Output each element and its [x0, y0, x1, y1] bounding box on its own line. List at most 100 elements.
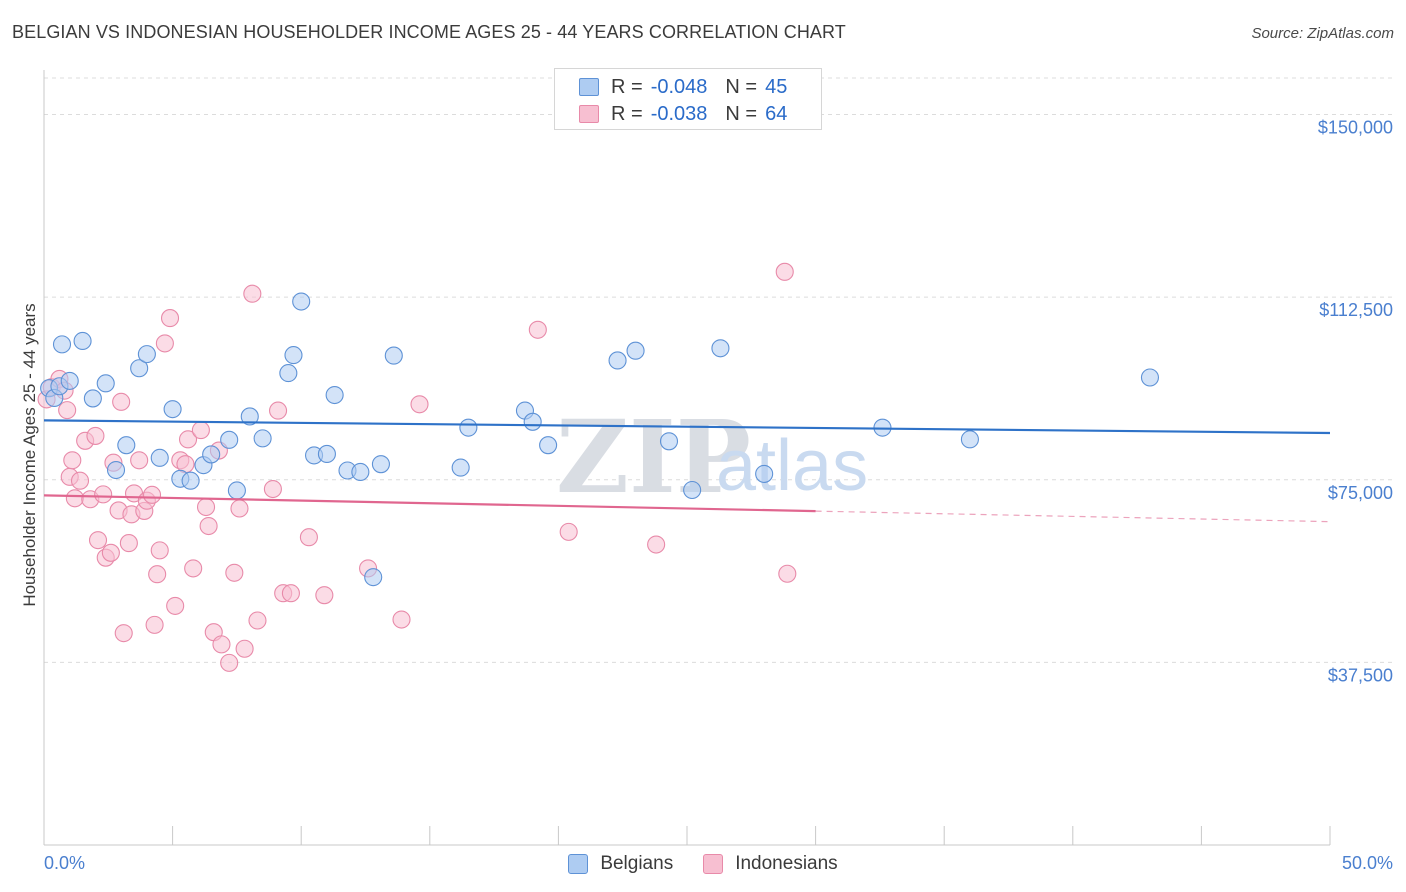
belgian-point [117, 436, 136, 455]
indonesian-point [269, 401, 288, 420]
r-value: -0.048 [650, 75, 708, 98]
belgians-points [40, 292, 1160, 587]
indonesian-point [166, 596, 185, 615]
indonesian-point [65, 489, 84, 508]
indonesian-point [196, 497, 216, 517]
gridlines [44, 77, 1395, 663]
indonesian-point [778, 564, 797, 583]
indonesian-point [184, 559, 203, 578]
belgian-point [1140, 368, 1160, 387]
n-label: N = [725, 102, 758, 125]
belgian-point [220, 430, 239, 449]
belgian-point [284, 346, 303, 365]
belgian-point [626, 341, 645, 360]
x-tick-label-start: 0.0% [44, 853, 85, 873]
indonesian-point [150, 541, 169, 560]
n-value: 64 [765, 102, 788, 125]
belgian-point [539, 436, 558, 455]
belgian-point [253, 429, 272, 448]
belgians-swatch [579, 78, 599, 96]
trend-lines [43, 419, 1331, 523]
stats-row-indonesians: R = -0.038 N = 64 [579, 101, 787, 127]
indonesian-point [220, 653, 239, 672]
belgian-point [83, 389, 102, 408]
belgian-point [317, 444, 336, 464]
belgian-point [60, 371, 79, 390]
belgian-point [137, 345, 156, 364]
indonesian-point [212, 635, 231, 654]
n-value: 45 [765, 75, 788, 98]
indonesian-point [199, 516, 218, 536]
y-tick-labels: $37,500 $75,000 $112,500 $150,000 [1318, 118, 1393, 686]
x-ticks [43, 826, 1331, 845]
indonesians-trend-line [43, 494, 816, 513]
indonesian-point [559, 522, 578, 541]
y-tick-label: $37,500 [1328, 665, 1393, 685]
belgian-point [202, 445, 221, 464]
belgian-point [659, 432, 679, 451]
belgian-point [384, 346, 403, 365]
belgian-point [711, 339, 730, 358]
indonesians-swatch [579, 105, 599, 123]
series-legend: Belgians Indonesians [0, 850, 1406, 878]
belgian-point [73, 331, 92, 351]
indonesian-point [528, 320, 547, 339]
belgian-point [351, 462, 370, 482]
indonesian-point [281, 584, 300, 603]
indonesian-point [130, 451, 149, 470]
indonesian-point [392, 610, 411, 629]
indonesian-point [248, 611, 267, 630]
indonesian-point [235, 639, 254, 658]
belgian-point [279, 364, 298, 383]
indonesian-point [155, 334, 174, 353]
indonesian-point [243, 284, 262, 303]
legend-label-indonesians: Indonesians [735, 853, 838, 874]
legend-item-indonesians: Indonesians [703, 853, 838, 875]
indonesian-point [119, 534, 138, 553]
y-tick-label: $150,000 [1318, 118, 1393, 138]
stats-row-belgians: R = -0.048 N = 45 [579, 74, 787, 100]
legend-item-belgians: Belgians [568, 853, 673, 875]
watermark: ZIP atlas [556, 398, 868, 516]
indonesians-trend-line-extension [815, 510, 1331, 523]
indonesian-point [101, 543, 120, 562]
indonesian-point [112, 392, 131, 411]
belgian-point [52, 335, 72, 354]
indonesian-point [58, 401, 77, 420]
y-tick-label: $75,000 [1328, 483, 1393, 503]
belgian-point [106, 460, 126, 480]
belgian-point [755, 464, 774, 483]
stats-legend: R = -0.048 N = 45 R = -0.038 N = 64 [554, 68, 822, 130]
belgian-point [240, 407, 259, 426]
indonesian-point [230, 499, 249, 518]
indonesian-point [160, 309, 180, 328]
legend-label-belgians: Belgians [600, 853, 674, 874]
indonesian-point [410, 395, 429, 414]
n-label: N = [725, 75, 758, 98]
belgian-point [163, 400, 182, 419]
x-tick-label-end: 50.0% [1342, 853, 1393, 873]
belgian-point [96, 374, 115, 393]
belgian-point [608, 351, 627, 370]
indonesian-point [775, 262, 794, 281]
watermark-zip: ZIP [556, 398, 751, 516]
y-tick-label: $112,500 [1319, 300, 1393, 320]
belgian-point [292, 292, 311, 311]
indonesian-point [299, 528, 318, 547]
indonesian-point [70, 471, 90, 490]
belgian-point [150, 448, 169, 467]
indonesian-point [148, 565, 167, 584]
belgian-point [227, 481, 246, 500]
y-axis-label: Householder Income Ages 25 - 44 years [20, 303, 39, 606]
r-label: R = [611, 75, 643, 98]
indonesian-point [86, 426, 105, 445]
belgian-point [364, 568, 383, 587]
watermark-atlas: atlas [716, 426, 868, 506]
indonesian-point [63, 451, 82, 470]
belgian-point [459, 418, 478, 437]
belgian-point [181, 471, 200, 490]
indonesian-point [88, 531, 108, 550]
indonesian-point [647, 535, 666, 554]
indonesian-point [142, 485, 162, 504]
